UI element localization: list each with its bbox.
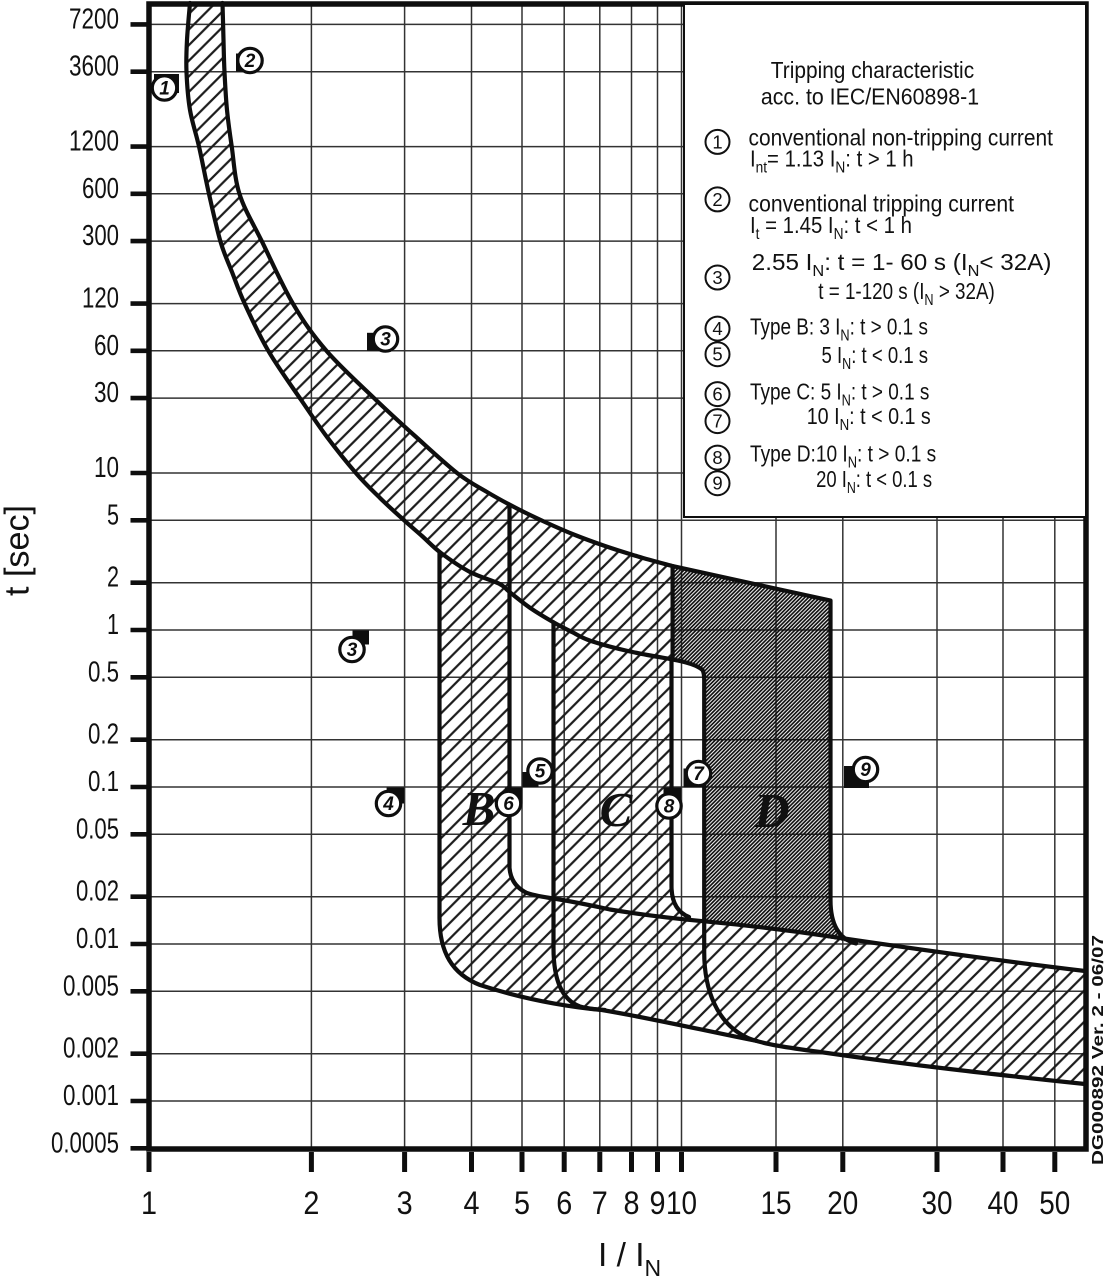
svg-text:5: 5 (107, 499, 119, 531)
svg-text:0.1: 0.1 (88, 766, 119, 798)
svg-text:7: 7 (712, 411, 722, 432)
svg-text:0.02: 0.02 (76, 876, 119, 908)
svg-text:50: 50 (1039, 1185, 1070, 1221)
svg-text:9: 9 (712, 473, 722, 494)
svg-text:Type B: 3 IN: t > 0.1 s: Type B: 3 IN: t > 0.1 s (750, 315, 928, 345)
svg-text:C: C (600, 782, 634, 837)
svg-text:conventional tripping current: conventional tripping current (749, 191, 1015, 217)
svg-text:4: 4 (382, 794, 394, 815)
svg-text:t [sec]: t [sec] (0, 505, 37, 596)
svg-text:60: 60 (94, 330, 119, 362)
svg-text:acc. to IEC/EN60898-1: acc. to IEC/EN60898-1 (761, 84, 979, 110)
svg-text:2: 2 (244, 51, 256, 72)
svg-text:1: 1 (141, 1185, 157, 1221)
svg-text:3: 3 (397, 1185, 413, 1221)
svg-text:0.001: 0.001 (63, 1080, 119, 1112)
svg-text:4: 4 (712, 318, 722, 339)
svg-text:2: 2 (107, 562, 119, 594)
svg-text:6: 6 (503, 794, 514, 815)
svg-text:600: 600 (82, 173, 119, 205)
svg-text:1: 1 (107, 609, 119, 641)
svg-text:1: 1 (159, 79, 170, 100)
svg-text:0.0005: 0.0005 (51, 1127, 119, 1159)
svg-text:DG000892 Ver. 2 - 06/07: DG000892 Ver. 2 - 06/07 (1090, 935, 1107, 1165)
svg-text:7: 7 (693, 764, 705, 785)
svg-text:2: 2 (303, 1185, 319, 1221)
svg-text:7: 7 (592, 1185, 608, 1221)
svg-text:5 IN: t < 0.1 s: 5 IN: t < 0.1 s (822, 343, 929, 372)
svg-text:Tripping characteristic: Tripping characteristic (771, 57, 974, 83)
svg-text:0.05: 0.05 (76, 813, 119, 845)
svg-text:0.002: 0.002 (63, 1033, 119, 1065)
svg-text:10: 10 (666, 1185, 697, 1221)
svg-text:0.01: 0.01 (76, 923, 119, 955)
svg-text:10: 10 (94, 452, 119, 484)
svg-text:8: 8 (712, 447, 722, 468)
svg-text:0.2: 0.2 (88, 719, 119, 751)
svg-text:1200: 1200 (69, 126, 119, 158)
svg-text:6: 6 (712, 384, 722, 405)
svg-text:B: B (462, 781, 496, 836)
svg-text:20: 20 (827, 1185, 858, 1221)
svg-text:30: 30 (922, 1185, 953, 1221)
svg-text:Type D:10 IN: t > 0.1 s: Type D:10 IN: t > 0.1 s (750, 442, 936, 472)
svg-text:9: 9 (860, 760, 871, 781)
svg-text:D: D (753, 783, 789, 838)
svg-text:7200: 7200 (69, 3, 119, 35)
svg-text:t = 1-120 s (IN > 32A): t = 1-120 s (IN > 32A) (818, 280, 994, 310)
svg-text:300: 300 (82, 220, 119, 252)
svg-text:8: 8 (624, 1185, 640, 1221)
svg-text:5: 5 (514, 1185, 530, 1221)
svg-text:3: 3 (347, 640, 358, 661)
svg-text:Int= 1.13 IN: t > 1 h: Int= 1.13 IN: t > 1 h (750, 145, 914, 176)
svg-text:3: 3 (380, 330, 391, 351)
svg-text:3: 3 (712, 267, 722, 288)
svg-text:15: 15 (761, 1185, 792, 1221)
svg-text:120: 120 (82, 283, 119, 315)
svg-text:20 IN: t < 0.1 s: 20 IN: t < 0.1 s (816, 467, 932, 496)
svg-text:2: 2 (712, 189, 722, 210)
svg-text:Type C: 5 IN: t > 0.1 s: Type C: 5 IN: t > 0.1 s (750, 380, 929, 410)
svg-text:It = 1.45 IN: t < 1 h: It = 1.45 IN: t < 1 h (750, 212, 912, 243)
svg-text:1: 1 (712, 131, 722, 152)
svg-text:6: 6 (556, 1185, 572, 1221)
svg-text:conventional non-tripping curr: conventional non-tripping current (749, 124, 1053, 150)
svg-text:10 IN: t < 0.1 s: 10 IN: t < 0.1 s (807, 404, 931, 435)
svg-text:0.5: 0.5 (88, 656, 119, 688)
svg-text:5: 5 (535, 762, 546, 783)
svg-text:40: 40 (988, 1185, 1019, 1221)
svg-text:4: 4 (464, 1185, 480, 1221)
svg-text:3600: 3600 (69, 51, 119, 83)
svg-text:9: 9 (650, 1185, 666, 1221)
svg-text:2.55 IN: t = 1- 60 s (IN< 32A): 2.55 IN: t = 1- 60 s (IN< 32A) (752, 251, 1052, 280)
svg-text:5: 5 (712, 344, 722, 365)
svg-text:30: 30 (94, 377, 119, 409)
svg-text:8: 8 (664, 797, 675, 818)
svg-text:0.005: 0.005 (63, 970, 119, 1002)
